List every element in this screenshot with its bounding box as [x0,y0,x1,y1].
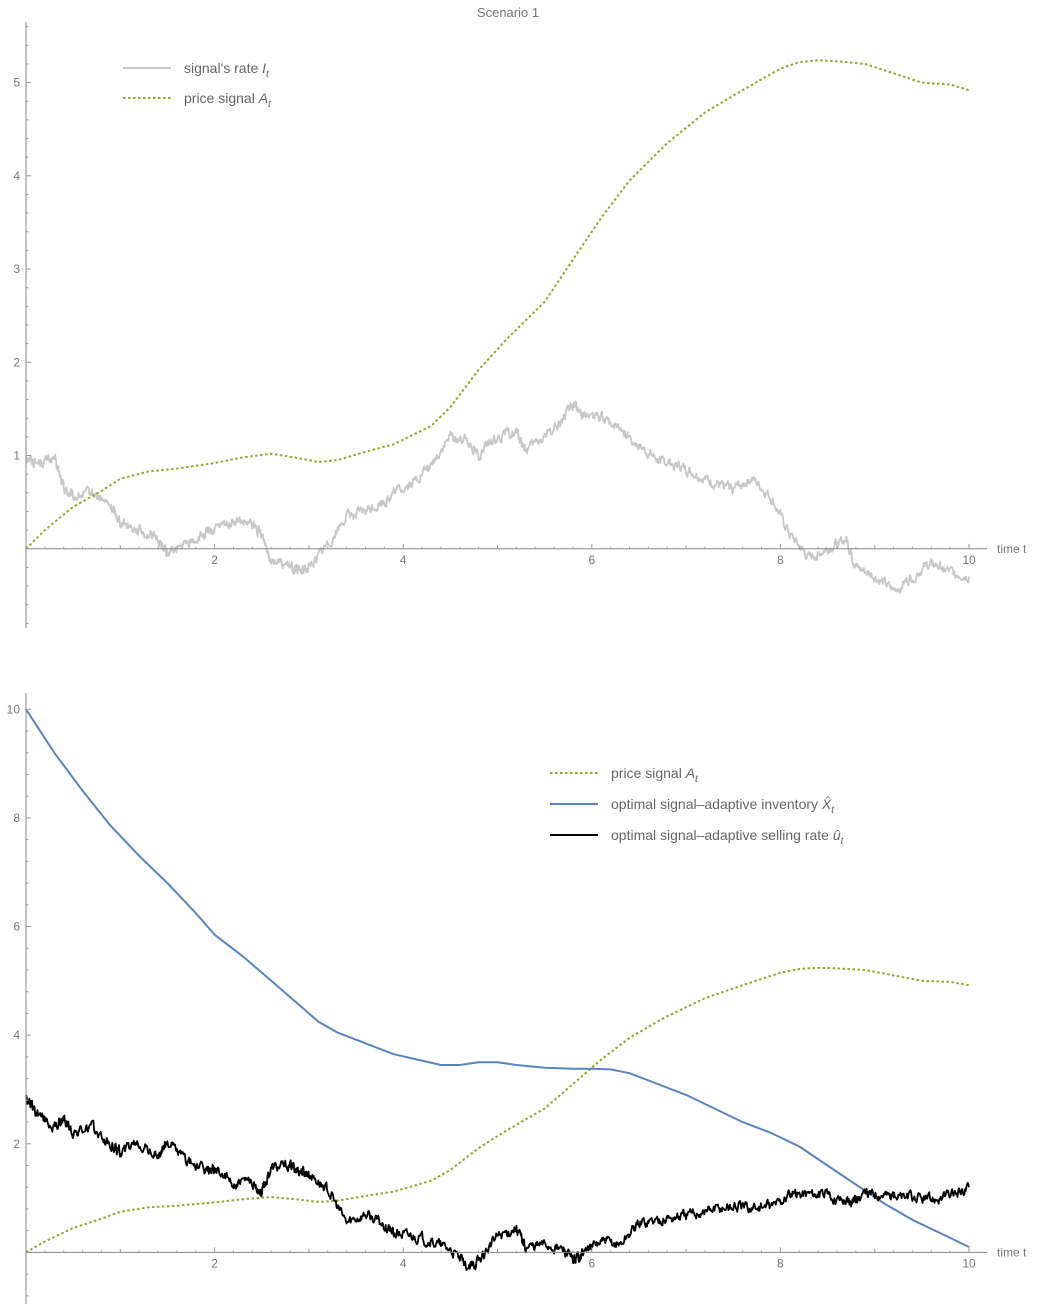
x-tick-label: 6 [588,1256,595,1270]
series-lines [25,59,970,594]
y-tick-label: 6 [13,920,20,934]
x-axis-label: time t [997,1245,1027,1259]
legend: price signal At optimal signal–adaptive i… [550,765,845,847]
y-tick-label: 2 [13,355,20,369]
y-tick-label: 3 [13,262,20,276]
series-line-optimal-signal-adaptive-inventory-x-t [25,708,970,1248]
series-line-signal-s-rate-i-t [25,400,970,594]
y-tick-label: 4 [13,1028,20,1042]
chart-scenario-1: Scenario 1 2 4 6 8 10 time t 1 2 3 4 5 signal's ra… [13,5,1027,628]
x-tick-label: 4 [400,1256,407,1270]
chart-title: Scenario 1 [477,5,539,20]
axes: 2 4 6 8 10 time t 2 4 6 8 10 [7,693,1027,1304]
x-tick-label: 8 [777,1256,784,1270]
legend: signal's rate It price signal At [123,60,272,110]
x-tick-label: 10 [962,1256,976,1270]
series-line-price-signal-a-t [25,966,970,1254]
series-line-optimal-signal-adaptive-selling-rate-t [25,1094,970,1271]
legend-label-optimal-signal-adaptive-inventory-x-t: optimal signal–adaptive inventory X̂t [611,796,835,816]
x-tick-label: 4 [400,553,407,567]
axes: 2 4 6 8 10 time t 1 2 3 4 5 [13,22,1027,628]
legend-label-optimal-signal-adaptive-selling-rate-t: optimal signal–adaptive selling rate ût [611,827,845,847]
y-tick-label: 1 [13,449,20,463]
x-axis-label: time t [997,542,1027,556]
y-tick-label: 5 [13,76,20,90]
y-tick-label: 4 [13,169,20,183]
series-line-price-signal-a-t [25,59,970,550]
chart-optimal-strategy: 2 4 6 8 10 time t 2 4 6 8 10 price signal At optima… [7,693,1027,1304]
y-tick-label: 8 [13,811,20,825]
x-tick-label: 2 [211,553,218,567]
series-lines [25,708,970,1271]
x-tick-label: 10 [962,553,976,567]
y-tick-label: 10 [7,702,21,716]
y-tick-label: 2 [13,1137,20,1151]
x-tick-label: 8 [777,553,784,567]
x-tick-label: 6 [588,553,595,567]
legend-label-price-signal-a-t: price signal At [611,765,699,785]
legend-label-signal-s-rate-i-t: signal's rate It [184,60,270,80]
legend-label-price-signal-a-t: price signal At [184,90,272,110]
x-tick-label: 2 [211,1256,218,1270]
